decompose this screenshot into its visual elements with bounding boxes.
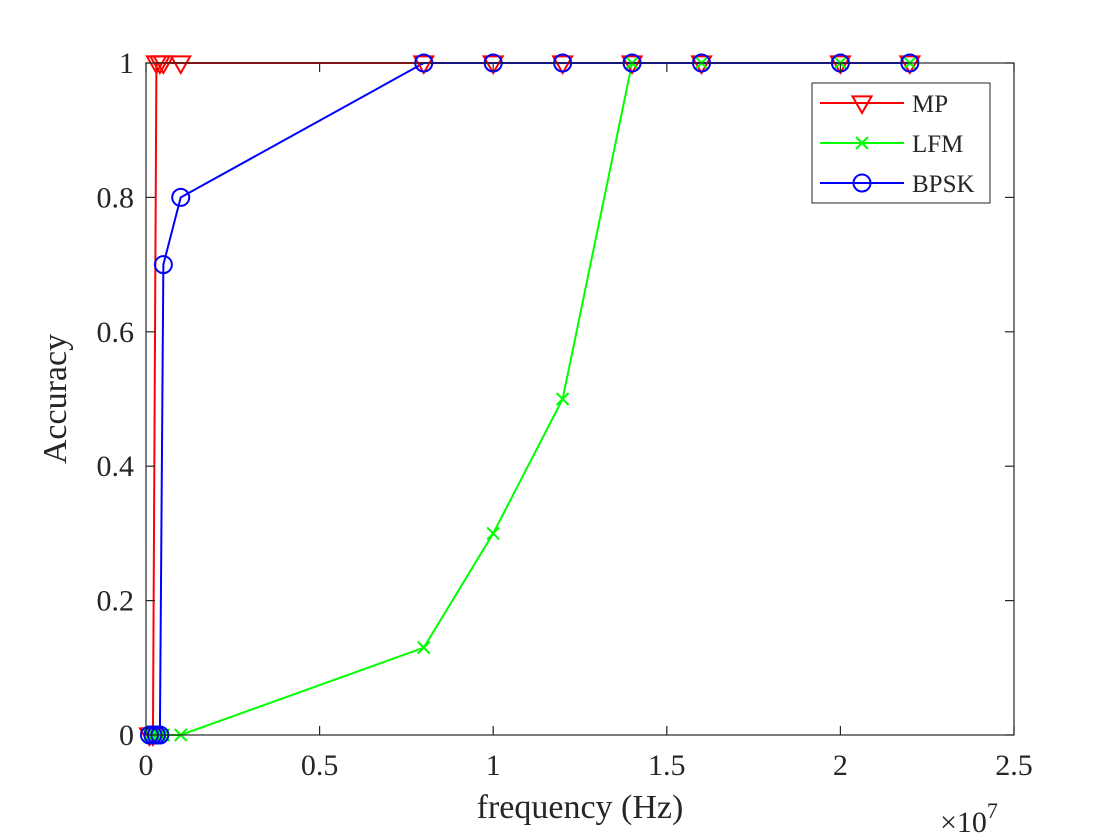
y-tick-label: 0.6 [97, 316, 135, 349]
x-tick-label: 1.5 [648, 749, 686, 782]
lfm-data-point [555, 392, 570, 406]
mp-data-point [481, 55, 505, 75]
y-tick-label: 1 [119, 47, 134, 80]
bpsk-data-point [153, 255, 173, 275]
mp-data-point [412, 55, 435, 75]
legend-marker-bpsk [852, 173, 872, 193]
lfm-data-point [486, 526, 500, 541]
x-tick-label: 0 [139, 749, 154, 782]
x-tick-label: 1 [486, 749, 501, 782]
mp-data-point [898, 55, 922, 75]
legend-label-mp: MP [912, 91, 948, 118]
mp-data-point [152, 55, 175, 75]
plot-frame [145, 62, 1015, 736]
legend-label-lfm: LFM [912, 131, 963, 158]
y-axis-label: Accuracy [37, 334, 74, 464]
x-tick-label: 2 [833, 749, 848, 782]
y-tick-label: 0.2 [97, 585, 135, 618]
y-tick-label: 0.4 [97, 450, 135, 483]
ticks-layer: 0 0.5 1 1.5 2 2.5 0 0.2 0.4 0.6 0.8 1 [97, 47, 1033, 782]
legend-marker-lfm [855, 136, 869, 150]
mp-data-point [690, 55, 713, 75]
x-exponent-power: 7 [987, 798, 998, 823]
y-tick-label: 0.8 [97, 181, 135, 214]
lfm-data-point [417, 640, 431, 655]
x-axis-label: frequency (Hz) [477, 789, 684, 826]
mp-data-point [551, 55, 574, 75]
x-tick-label: 2.5 [995, 749, 1033, 782]
legend: MP LFM BPSK [811, 82, 991, 204]
legend-marker-mp [850, 95, 874, 115]
x-tick-label: 0.5 [301, 749, 339, 782]
mp-data-point [829, 55, 852, 75]
bpsk-data-point [171, 187, 191, 207]
legend-label-bpsk: BPSK [912, 171, 975, 198]
mp-data-point [620, 55, 644, 75]
y-tick-label: 0 [119, 719, 134, 752]
x-exponent-label: ×107 [940, 798, 998, 839]
x-exponent-base: ×10 [940, 806, 987, 839]
mp-data-point [169, 55, 192, 75]
